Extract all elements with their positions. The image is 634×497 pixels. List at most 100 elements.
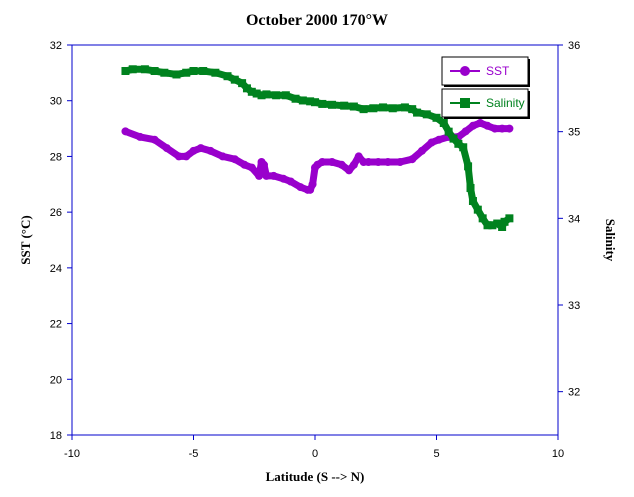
series-sst: [121, 119, 514, 194]
legend-label: Salinity: [486, 96, 525, 110]
data-point: [490, 124, 499, 133]
data-point: [478, 214, 487, 223]
data-point: [150, 67, 159, 75]
data-point: [172, 70, 181, 79]
data-point: [498, 223, 507, 231]
data-point: [269, 171, 278, 180]
data-point: [140, 65, 149, 74]
data-point: [242, 84, 251, 93]
y-tick-label: 22: [50, 319, 62, 331]
data-point: [298, 96, 307, 105]
data-point: [422, 110, 431, 119]
data-point: [374, 158, 383, 166]
data-point: [337, 160, 346, 169]
data-point: [408, 105, 417, 114]
y2-axis-label: Salinity: [603, 219, 618, 262]
data-point: [454, 139, 463, 148]
data-point: [296, 183, 305, 192]
data-point: [328, 158, 337, 166]
data-point: [464, 162, 473, 171]
y2-axis-ticks: 32 33 34 35 36: [558, 40, 580, 399]
data-point: [466, 184, 475, 192]
data-point: [408, 155, 417, 164]
data-point: [417, 146, 426, 155]
data-point: [400, 103, 409, 112]
data-point: [427, 138, 436, 147]
chart-title: October 2000 170°W: [246, 12, 388, 29]
legend-entry: SST: [441, 56, 530, 87]
data-point: [174, 152, 183, 161]
data-point: [379, 103, 388, 112]
data-point: [262, 171, 271, 180]
data-point: [121, 127, 130, 136]
data-point: [308, 180, 317, 189]
data-point: [247, 163, 256, 172]
data-point: [199, 67, 208, 75]
data-point: [434, 135, 443, 144]
data-point: [349, 160, 358, 169]
data-point: [500, 217, 509, 226]
data-point: [247, 87, 256, 96]
data-point: [505, 124, 514, 133]
data-point: [388, 104, 397, 113]
data-point: [255, 171, 264, 180]
x-axis-ticks: -10 -5 0 5 10: [64, 435, 564, 460]
data-point: [306, 97, 315, 106]
data-point: [461, 127, 470, 136]
series-layer: [121, 65, 514, 231]
data-point: [364, 158, 373, 166]
data-point: [223, 72, 232, 81]
data-point: [483, 121, 492, 130]
y-tick-label: 32: [50, 40, 62, 52]
data-point: [259, 160, 268, 169]
data-point: [473, 205, 482, 214]
data-point: [196, 144, 205, 153]
data-point: [354, 152, 363, 161]
y-tick-label: 26: [50, 207, 62, 219]
data-point: [383, 158, 392, 166]
series-salinity: [121, 65, 514, 231]
data-point: [369, 104, 378, 113]
data-point: [493, 219, 502, 228]
data-point: [468, 121, 477, 130]
data-point: [262, 90, 271, 99]
x-tick-label: 10: [552, 448, 564, 460]
data-point: [359, 105, 368, 114]
y-axis-ticks: 18 20 22 24 26 28 30 32: [50, 40, 72, 442]
data-point: [238, 79, 247, 88]
data-point: [349, 102, 358, 111]
data-point: [279, 174, 288, 183]
y-tick-label: 28: [50, 151, 62, 163]
data-point: [286, 177, 295, 186]
data-point: [182, 68, 191, 77]
data-point: [449, 134, 458, 143]
y2-tick-label: 33: [568, 300, 580, 312]
x-axis-label: Latitude (S --> N): [266, 469, 365, 484]
data-point: [281, 91, 290, 100]
data-point: [150, 135, 159, 144]
data-point: [136, 132, 145, 141]
x-tick-label: 5: [433, 448, 439, 460]
y-axis-label: SST (°C): [18, 215, 33, 264]
data-point: [413, 108, 422, 117]
y-tick-label: 24: [50, 263, 62, 275]
y-tick-label: 30: [50, 96, 62, 108]
data-point: [483, 221, 492, 230]
data-point: [162, 144, 171, 153]
y2-tick-label: 32: [568, 387, 580, 399]
data-point: [230, 155, 239, 164]
data-point: [291, 94, 300, 103]
data-point: [257, 91, 266, 100]
data-point: [318, 158, 327, 166]
data-point: [439, 119, 448, 127]
data-point: [328, 100, 337, 109]
data-point: [396, 158, 405, 166]
legend-marker: [460, 98, 470, 108]
legend-label: SST: [486, 64, 510, 78]
data-point: [318, 99, 327, 108]
legend-entry: Salinity: [441, 88, 530, 119]
legend: SST Salinity: [441, 56, 530, 119]
data-point: [505, 214, 514, 223]
data-point: [211, 68, 220, 77]
